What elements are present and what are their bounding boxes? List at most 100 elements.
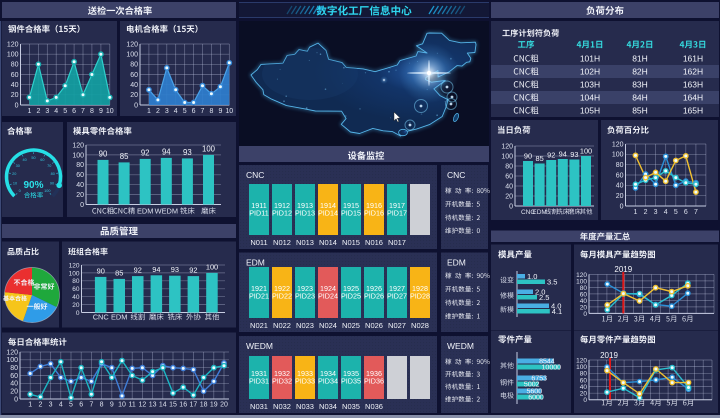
- svg-text:PID32: PID32: [272, 376, 292, 385]
- svg-text:2: 2: [36, 108, 40, 115]
- svg-text:16: 16: [179, 402, 187, 409]
- svg-text:6: 6: [72, 108, 76, 115]
- svg-text:120: 120: [6, 349, 18, 356]
- svg-text:40: 40: [580, 384, 588, 391]
- svg-text:PID13: PID13: [295, 208, 315, 217]
- svg-text:PID25: PID25: [341, 291, 361, 300]
- svg-text:5600: 5600: [527, 388, 543, 395]
- svg-text:2.5: 2.5: [539, 293, 549, 302]
- svg-text:0: 0: [509, 203, 513, 210]
- svg-text:84H: 84H: [632, 93, 648, 103]
- svg-text:7: 7: [81, 108, 85, 115]
- svg-text:N027: N027: [388, 321, 406, 330]
- svg-text:3: 3: [654, 209, 658, 216]
- svg-text:4: 4: [174, 108, 178, 115]
- svg-text:100: 100: [580, 147, 592, 156]
- svg-text:N015: N015: [342, 238, 360, 247]
- svg-text:1: 1: [28, 402, 32, 409]
- svg-text:92: 92: [189, 266, 197, 275]
- svg-text:60: 60: [580, 377, 588, 384]
- svg-text:17: 17: [190, 402, 198, 409]
- svg-text:N011: N011: [250, 238, 267, 247]
- svg-text:50: 50: [31, 156, 35, 160]
- svg-text:EDM: EDM: [246, 258, 265, 268]
- svg-text:85: 85: [120, 152, 129, 161]
- svg-text:PID16: PID16: [364, 208, 384, 217]
- svg-text:14: 14: [159, 402, 167, 409]
- svg-text:40: 40: [580, 298, 588, 305]
- svg-text:85: 85: [115, 268, 123, 277]
- svg-text:2.0: 2.0: [535, 288, 545, 297]
- svg-text:40: 40: [10, 381, 18, 388]
- svg-text:4: 4: [664, 209, 668, 216]
- svg-text:60: 60: [40, 158, 44, 162]
- svg-text:9: 9: [99, 108, 103, 115]
- svg-text:92: 92: [141, 148, 150, 157]
- svg-text:80: 80: [72, 278, 80, 285]
- svg-text:PID21: PID21: [249, 291, 269, 300]
- svg-text:1924: 1924: [320, 284, 336, 293]
- svg-text:80: 80: [616, 162, 624, 169]
- svg-text:100: 100: [7, 52, 19, 59]
- svg-text:6: 6: [684, 209, 688, 216]
- svg-text:163H: 163H: [683, 80, 703, 90]
- svg-text:1.0: 1.0: [527, 272, 537, 281]
- svg-text:PID14: PID14: [318, 208, 338, 217]
- svg-text:N025: N025: [342, 321, 360, 330]
- svg-text:100: 100: [202, 144, 216, 153]
- svg-text:PID24: PID24: [318, 291, 338, 300]
- svg-text:9: 9: [110, 402, 114, 409]
- svg-text:0: 0: [14, 396, 18, 403]
- svg-text:PID23: PID23: [295, 291, 315, 300]
- svg-text:1936: 1936: [366, 369, 382, 378]
- svg-text:20: 20: [580, 304, 588, 311]
- svg-text:1: 1: [147, 108, 151, 115]
- svg-text:40: 40: [76, 182, 84, 189]
- svg-text:N035: N035: [342, 402, 360, 411]
- svg-text:60: 60: [616, 172, 624, 179]
- svg-text:1914: 1914: [320, 201, 336, 210]
- svg-text:100: 100: [576, 278, 587, 285]
- svg-text:N026: N026: [365, 321, 383, 330]
- svg-text:N031: N031: [250, 402, 268, 411]
- svg-text:N022: N022: [273, 321, 291, 330]
- svg-text:2: 2: [644, 209, 648, 216]
- svg-text:PID17: PID17: [387, 208, 407, 217]
- svg-text:8544: 8544: [539, 358, 555, 365]
- svg-text:10: 10: [13, 181, 17, 185]
- svg-text:1927: 1927: [389, 284, 405, 293]
- svg-text:92: 92: [134, 266, 142, 275]
- svg-text:120: 120: [612, 141, 624, 148]
- svg-text:40: 40: [505, 183, 513, 190]
- svg-text:1933: 1933: [297, 369, 313, 378]
- svg-text:EDM: EDM: [111, 313, 127, 322]
- svg-text:1922: 1922: [274, 284, 290, 293]
- svg-text:120: 120: [69, 262, 80, 269]
- svg-text:15: 15: [169, 402, 177, 409]
- svg-text:80: 80: [76, 162, 84, 169]
- svg-text:0: 0: [134, 102, 138, 109]
- svg-text:20: 20: [130, 92, 138, 99]
- svg-text:20: 20: [580, 391, 588, 398]
- svg-text:5: 5: [183, 108, 187, 115]
- svg-text:94: 94: [162, 147, 171, 156]
- svg-text:83H: 83H: [632, 80, 648, 90]
- svg-text:3: 3: [165, 108, 169, 115]
- svg-text:8: 8: [209, 108, 213, 115]
- svg-text:120: 120: [72, 142, 84, 149]
- svg-text:100: 100: [44, 189, 50, 193]
- svg-text:PID26: PID26: [364, 291, 384, 300]
- svg-text:10: 10: [118, 402, 126, 409]
- svg-text:1926: 1926: [366, 284, 382, 293]
- svg-text:80: 80: [51, 172, 55, 176]
- svg-text:1923: 1923: [297, 284, 313, 293]
- svg-text:165H: 165H: [683, 106, 703, 116]
- svg-text:4: 4: [59, 402, 63, 409]
- svg-text:N028: N028: [411, 321, 429, 330]
- svg-text:N036: N036: [365, 402, 383, 411]
- svg-text:40: 40: [11, 82, 19, 89]
- svg-text:N033: N033: [296, 402, 314, 411]
- svg-text:94: 94: [559, 150, 567, 159]
- svg-text:40: 40: [130, 82, 138, 89]
- svg-text:PID28: PID28: [410, 291, 430, 300]
